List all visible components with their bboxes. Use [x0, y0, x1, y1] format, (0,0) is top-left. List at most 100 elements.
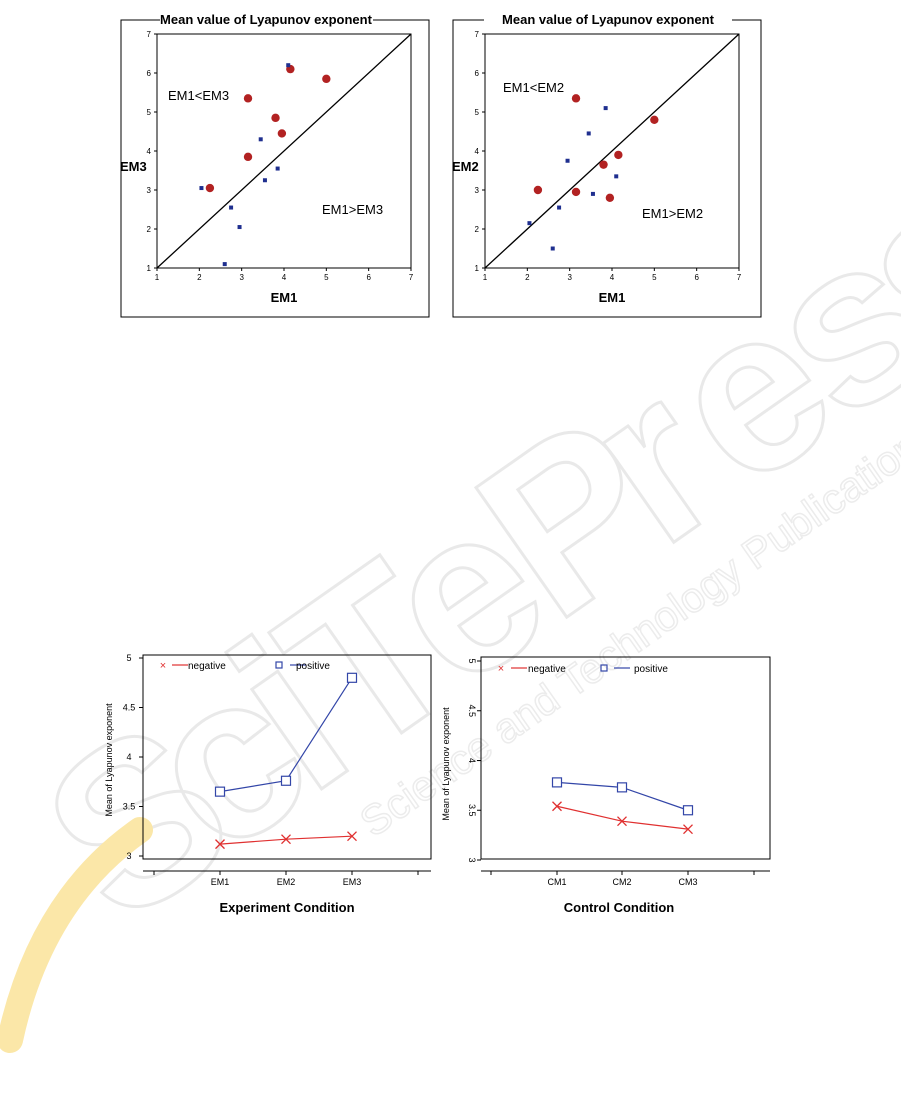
data-point-square — [550, 246, 555, 251]
data-point-x — [683, 824, 693, 835]
data-point-circle — [599, 160, 608, 169]
diagonal-line — [484, 33, 740, 269]
data-point-square — [551, 777, 563, 788]
legend-label-positive: positive — [296, 661, 330, 672]
y-tick-label: 4 — [475, 147, 480, 156]
title-backdrop — [160, 11, 373, 29]
x-tick-label: 1 — [483, 273, 488, 282]
y-tick-label: 4.5 — [123, 703, 136, 713]
x-tick-label: EM2 — [277, 877, 296, 887]
legend-marker-positive — [275, 661, 283, 669]
x-axis-title: EM1 — [271, 290, 298, 305]
data-point-circle — [205, 183, 215, 193]
data-point-square — [199, 186, 204, 191]
x-tick-label: 6 — [366, 273, 371, 282]
region-label-lower: EM1>EM2 — [642, 206, 703, 221]
y-tick-label: 5 — [147, 108, 152, 117]
y-axis-title: EM2 — [452, 159, 479, 174]
data-point-square — [262, 178, 267, 183]
data-point-square — [346, 672, 358, 683]
x-tick-label: 7 — [737, 273, 742, 282]
x-tick-label: CM3 — [678, 877, 697, 887]
x-tick-label: 2 — [525, 273, 530, 282]
legend-label-negative: negative — [188, 661, 226, 672]
data-point-x — [617, 816, 627, 827]
data-point-circle — [271, 113, 280, 123]
x-tick-label: CM1 — [547, 877, 566, 887]
y-tick-label: 3 — [147, 186, 152, 195]
y-tick-label: 4 — [147, 147, 152, 156]
watermark: S c i T e P r e s s Science and Technolo… — [0, 117, 901, 1053]
y-tick-label: 4 — [126, 752, 131, 762]
data-point-circle — [605, 193, 615, 202]
x-tick-label: 5 — [652, 273, 657, 282]
title-backdrop — [484, 11, 732, 29]
legend-marker-negative: × — [160, 660, 166, 672]
x-tick-label: 5 — [324, 273, 329, 282]
x-tick-label: 7 — [409, 273, 414, 282]
data-point-square — [222, 262, 227, 267]
legend-marker-negative: × — [498, 663, 504, 675]
x-tick-label: 3 — [239, 273, 244, 282]
y-tick-label: 3.5 — [123, 802, 136, 812]
y-tick-label: 3 — [475, 186, 480, 195]
x-tick-label: EM3 — [343, 877, 362, 887]
region-label-upper: EM1<EM3 — [168, 88, 229, 103]
data-point-square — [590, 191, 595, 196]
data-point-circle — [533, 185, 543, 195]
chart-marks: 1 2 3 4 5 6 7 1 2 3 4 5 6 7 — [475, 30, 742, 282]
data-point-circle — [650, 115, 659, 125]
x-axis-title: EM1 — [599, 290, 626, 305]
y-tick-label: 1 — [147, 264, 152, 273]
x-axis-title: Experiment Condition — [219, 900, 354, 915]
region-label-lower: EM1>EM3 — [322, 202, 383, 217]
x-tick-label: EM1 — [211, 877, 230, 887]
data-point-square — [565, 158, 570, 163]
diagonal-line — [156, 33, 412, 269]
line-chart-experiment: 3 3.5 4 4.5 5 EM1 EM2 EM3 × negative positive M… — [104, 653, 432, 915]
plot-area — [480, 656, 771, 860]
scatter-chart-em1-em2: Mean value of Lyapunov exponent 1 2 3 4 5 6 7 1… — [452, 11, 762, 318]
data-point-x — [552, 801, 562, 812]
y-tick-label: 3 — [126, 851, 131, 861]
line-chart-control: 3 3.5 4 4.5 5 CM1 CM2 CM3 × negative positive M… — [441, 656, 771, 915]
data-point-square — [258, 137, 263, 142]
y-tick-label: 1 — [475, 264, 480, 273]
chart-frame — [120, 19, 430, 318]
series-line-negative — [556, 805, 689, 830]
data-point-square — [280, 775, 292, 786]
y-axis-title: Mean of Lyapunov exponent — [441, 707, 451, 821]
data-point-square — [527, 221, 532, 226]
y-axis-title: Mean of Lyapunov exponent — [104, 703, 114, 817]
y-tick-label: 7 — [147, 30, 152, 39]
data-point-circle — [571, 187, 581, 197]
legend: × negative positive — [160, 660, 331, 672]
data-point-square — [229, 205, 234, 210]
y-tick-label: 6 — [475, 69, 480, 78]
legend-label-positive: positive — [634, 664, 668, 675]
y-axis-title: EM3 — [120, 159, 147, 174]
y-tick-label: 6 — [147, 69, 152, 78]
x-tick-label: 1 — [155, 273, 160, 282]
data-point-x — [215, 839, 225, 850]
x-tick-label: 6 — [694, 273, 699, 282]
x-tick-label: CM2 — [612, 877, 631, 887]
region-label-upper: EM1<EM2 — [503, 80, 564, 95]
data-point-square — [214, 786, 226, 797]
data-point-square — [286, 63, 291, 68]
data-point-circle — [243, 152, 253, 162]
data-point-square — [682, 805, 694, 816]
chart-title: Mean value of Lyapunov exponent — [502, 12, 715, 27]
x-tick-label: 4 — [282, 273, 287, 282]
data-point-square — [614, 174, 619, 179]
x-axis-title: Control Condition — [564, 900, 675, 915]
data-point-circle — [614, 150, 623, 160]
chart-title: Mean value of Lyapunov exponent — [160, 12, 373, 27]
data-point-square — [237, 225, 242, 230]
y-tick-label: 4.5 — [467, 704, 477, 717]
chart-marks: 3 3.5 4 4.5 5 EM1 EM2 EM3 — [123, 653, 419, 887]
data-point-square — [616, 782, 628, 793]
y-tick-label: 7 — [475, 30, 480, 39]
y-tick-label: 2 — [147, 225, 152, 234]
